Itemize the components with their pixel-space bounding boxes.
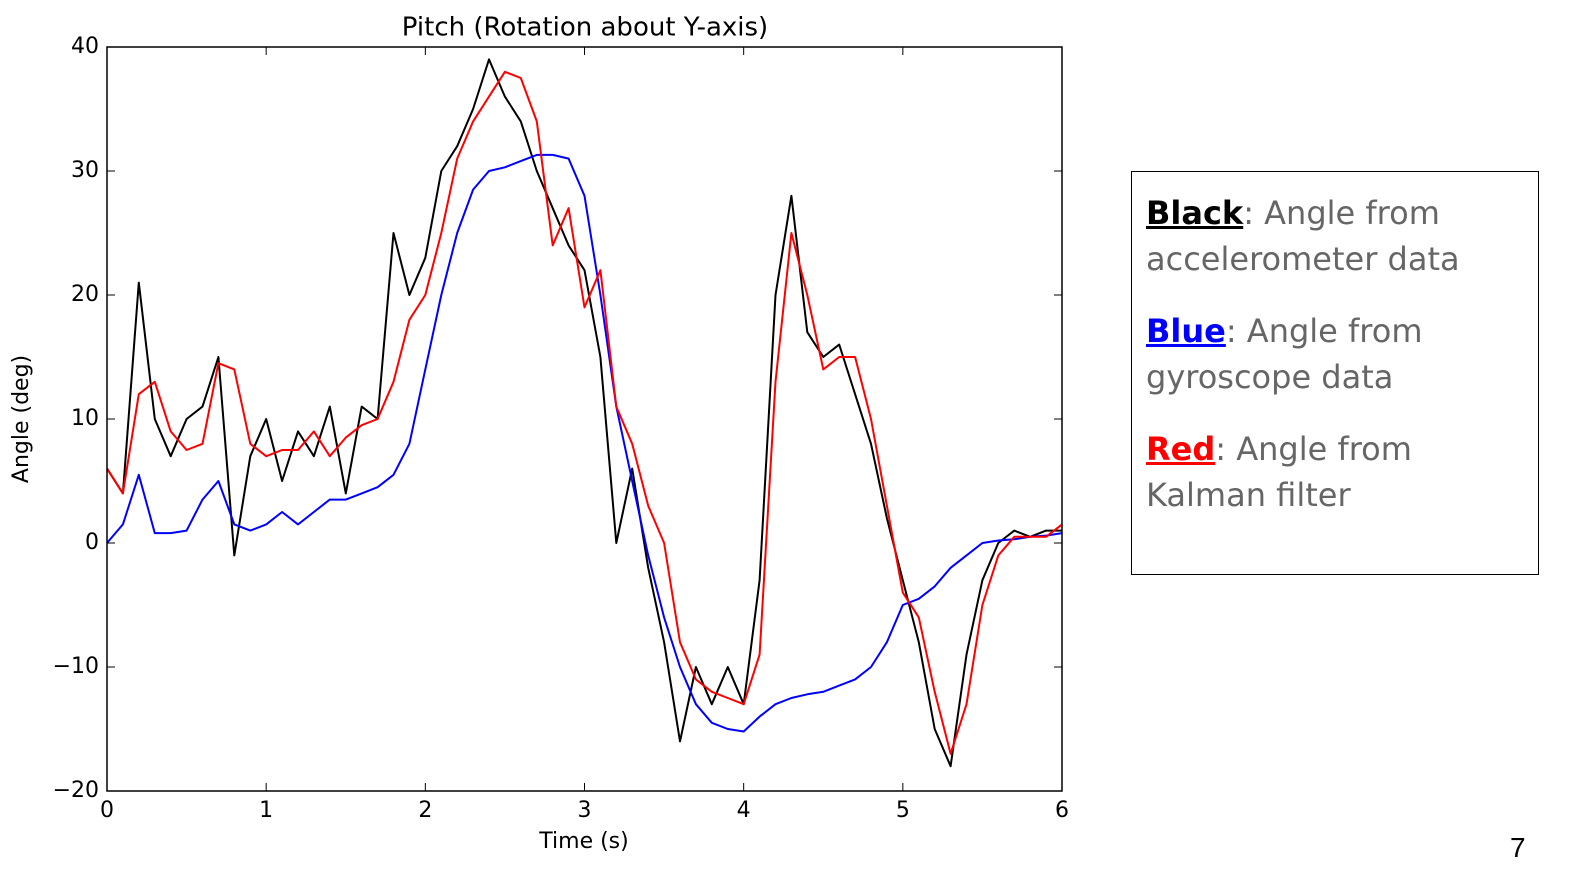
legend-label: Angle from gyroscope data xyxy=(1146,312,1423,396)
legend-color-name: Red xyxy=(1146,430,1216,468)
y-axis-label: Angle (deg) xyxy=(9,355,34,483)
series-line xyxy=(106,58,1062,768)
legend-entry: Black: Angle from accelerometer data xyxy=(1146,190,1524,282)
series-line xyxy=(106,153,1063,733)
x-tick-label: 3 xyxy=(578,798,592,823)
x-tick-label: 6 xyxy=(1055,798,1069,823)
legend-separator: : xyxy=(1225,312,1237,350)
legend-separator: : xyxy=(1215,430,1227,468)
legend-separator: : xyxy=(1243,194,1254,232)
legend-color-name: Blue xyxy=(1146,312,1226,350)
legend-entry: Red: Angle from Kalman filter xyxy=(1146,426,1524,518)
series-line xyxy=(106,70,1063,755)
x-tick-label: 2 xyxy=(418,798,432,823)
y-tick-label: 30 xyxy=(71,158,99,183)
chart-title: Pitch (Rotation about Y-axis) xyxy=(402,13,768,43)
x-axis-label: Time (s) xyxy=(538,829,628,854)
x-tick-label: 5 xyxy=(896,798,910,823)
y-tick-label: 40 xyxy=(71,34,99,59)
y-tick-label: 10 xyxy=(71,406,99,431)
x-tick-label: 1 xyxy=(259,798,273,823)
legend-color-name: Black xyxy=(1146,194,1244,232)
x-tick-label: 4 xyxy=(737,798,751,823)
y-tick-label: −20 xyxy=(53,778,99,803)
legend-entry: Blue: Angle from gyroscope data xyxy=(1146,308,1524,400)
y-tick-label: 0 xyxy=(85,530,99,555)
legend: Black: Angle from accelerometer data Blue… xyxy=(1131,171,1539,575)
legend-label: Angle from Kalman filter xyxy=(1146,430,1412,514)
legend-label: Angle from accelerometer data xyxy=(1146,194,1460,278)
x-tick-label: 0 xyxy=(100,798,114,823)
page-number: 7 xyxy=(1510,832,1526,863)
chart: Pitch (Rotation about Y-axis) Time (s) A… xyxy=(9,13,1069,855)
y-tick-label: 20 xyxy=(71,282,99,307)
y-tick-label: −10 xyxy=(53,654,99,679)
plot-frame xyxy=(106,46,1063,792)
